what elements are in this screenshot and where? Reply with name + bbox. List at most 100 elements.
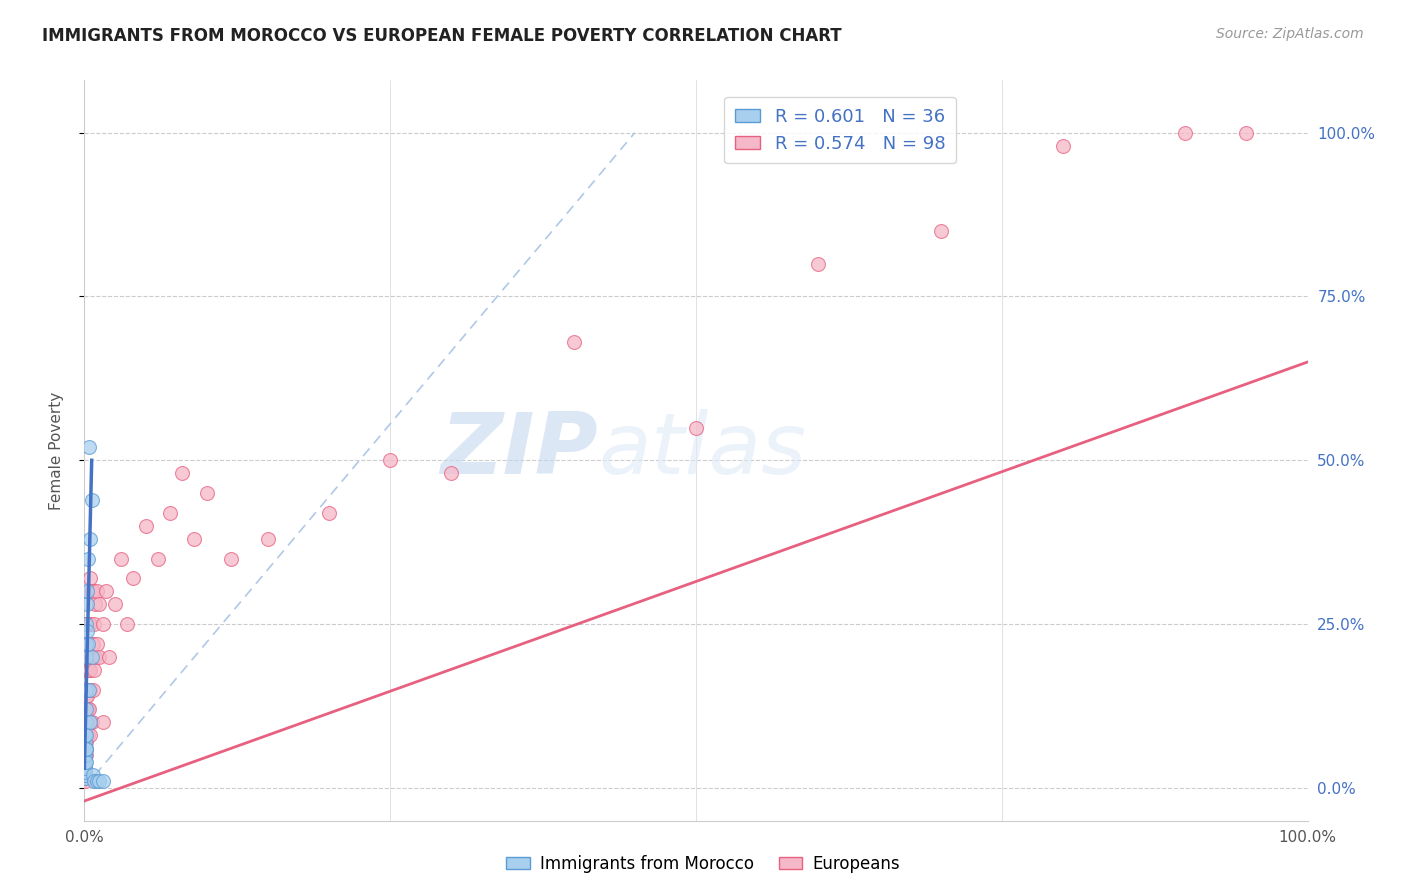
Point: [104, 598, 127, 612]
Point: [76, 715, 98, 730]
Point: [75, 729, 97, 743]
Point: [77, 663, 100, 677]
Point: [76, 637, 98, 651]
Point: [76, 584, 98, 599]
Point: [77, 729, 100, 743]
Point: [807, 257, 830, 271]
Point: [77, 715, 100, 730]
Point: [83, 774, 105, 789]
Point: [75, 637, 97, 651]
Point: [75, 637, 97, 651]
Point: [685, 420, 707, 434]
Point: [75, 758, 97, 772]
Point: [75, 682, 97, 697]
Point: [75, 729, 97, 743]
Point: [82, 682, 104, 697]
Point: [86, 774, 108, 789]
Point: [80, 715, 103, 730]
Point: [84, 598, 107, 612]
Point: [75, 702, 97, 716]
Point: [75, 761, 97, 775]
Point: [110, 551, 132, 566]
Point: [76, 617, 98, 632]
Point: [73, 774, 96, 789]
Point: [76, 682, 98, 697]
Point: [80, 637, 103, 651]
Point: [75, 702, 97, 716]
Point: [77, 584, 100, 599]
Point: [75, 702, 97, 716]
Point: [76, 649, 98, 664]
Point: [76, 624, 98, 638]
Point: [318, 506, 340, 520]
Point: [73, 771, 96, 785]
Point: [75, 715, 97, 730]
Point: [79, 682, 101, 697]
Point: [75, 748, 97, 763]
Point: [77, 702, 100, 716]
Point: [76, 637, 98, 651]
Point: [75, 761, 97, 775]
Point: [86, 584, 108, 599]
Point: [75, 682, 97, 697]
Point: [75, 741, 97, 756]
Point: [77, 663, 100, 677]
Point: [135, 518, 157, 533]
Point: [172, 467, 194, 481]
Point: [75, 702, 97, 716]
Point: [75, 748, 97, 763]
Point: [929, 224, 952, 238]
Point: [79, 617, 101, 632]
Point: [73, 768, 96, 782]
Legend: R = 0.601   N = 36, R = 0.574   N = 98: R = 0.601 N = 36, R = 0.574 N = 98: [724, 96, 956, 163]
Text: Source: ZipAtlas.com: Source: ZipAtlas.com: [1216, 27, 1364, 41]
Point: [73, 768, 96, 782]
Point: [440, 467, 463, 481]
Point: [91, 617, 114, 632]
Point: [77, 649, 100, 664]
Legend: Immigrants from Morocco, Europeans: Immigrants from Morocco, Europeans: [499, 848, 907, 880]
Point: [75, 755, 97, 769]
Point: [97, 649, 120, 664]
Point: [83, 663, 105, 677]
Point: [76, 598, 98, 612]
Point: [75, 768, 97, 782]
Point: [183, 532, 205, 546]
Point: [82, 584, 104, 599]
Point: [77, 637, 100, 651]
Point: [80, 584, 103, 599]
Point: [75, 649, 97, 664]
Point: [75, 755, 97, 769]
Point: [80, 649, 103, 664]
Point: [79, 532, 101, 546]
Point: [87, 598, 110, 612]
Point: [562, 335, 585, 350]
Point: [75, 617, 97, 632]
Point: [91, 715, 114, 730]
Point: [86, 637, 108, 651]
Point: [75, 729, 97, 743]
Point: [75, 764, 97, 779]
Y-axis label: Female Poverty: Female Poverty: [49, 392, 63, 509]
Text: IMMIGRANTS FROM MOROCCO VS EUROPEAN FEMALE POVERTY CORRELATION CHART: IMMIGRANTS FROM MOROCCO VS EUROPEAN FEMA…: [42, 27, 842, 45]
Point: [75, 741, 97, 756]
Point: [75, 663, 97, 677]
Point: [73, 764, 96, 779]
Point: [75, 735, 97, 749]
Point: [76, 663, 98, 677]
Point: [1236, 126, 1258, 140]
Point: [82, 637, 104, 651]
Point: [75, 755, 97, 769]
Point: [195, 486, 218, 500]
Point: [79, 571, 101, 585]
Point: [79, 715, 101, 730]
Point: [77, 617, 100, 632]
Point: [87, 649, 110, 664]
Point: [75, 663, 97, 677]
Point: [1174, 126, 1197, 140]
Point: [75, 715, 97, 730]
Point: [75, 748, 97, 763]
Point: [75, 702, 97, 716]
Point: [84, 649, 107, 664]
Point: [77, 617, 100, 632]
